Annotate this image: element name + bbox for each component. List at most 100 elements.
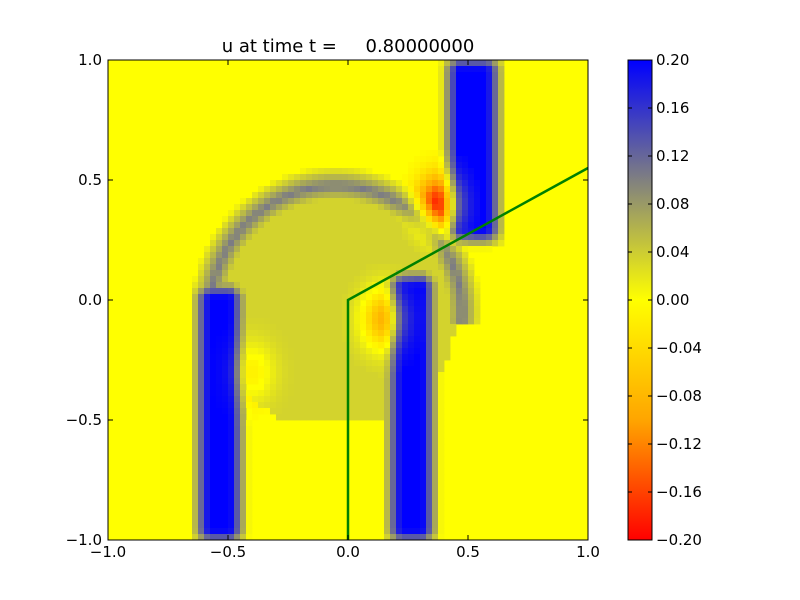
heatmap-cell bbox=[444, 162, 451, 169]
heatmap-cell bbox=[414, 186, 421, 193]
heatmap-cell bbox=[420, 486, 427, 493]
heatmap-cell bbox=[210, 234, 217, 241]
heatmap-cell bbox=[240, 384, 247, 391]
heatmap-cell bbox=[390, 240, 397, 247]
heatmap-cell bbox=[282, 276, 289, 283]
heatmap-cell bbox=[342, 378, 349, 385]
heatmap-cell bbox=[492, 90, 499, 97]
heatmap-cell bbox=[312, 354, 319, 361]
heatmap-cell bbox=[210, 444, 217, 451]
heatmap-cell bbox=[222, 432, 229, 439]
heatmap-cell bbox=[486, 222, 493, 229]
heatmap-cell bbox=[420, 216, 427, 223]
heatmap-cell bbox=[390, 348, 397, 355]
heatmap-cell bbox=[234, 468, 241, 475]
heatmap-cell bbox=[402, 414, 409, 421]
heatmap-cell bbox=[210, 450, 217, 457]
heatmap-cell bbox=[420, 396, 427, 403]
heatmap-cell bbox=[240, 474, 247, 481]
heatmap-cell bbox=[348, 342, 355, 349]
heatmap-cell bbox=[342, 216, 349, 223]
heatmap-cell bbox=[432, 474, 439, 481]
heatmap-cell bbox=[210, 306, 217, 313]
heatmap-cell bbox=[288, 234, 295, 241]
heatmap-cell bbox=[372, 366, 379, 373]
heatmap-cell bbox=[264, 396, 271, 403]
heatmap-cell bbox=[192, 516, 199, 523]
heatmap-cell bbox=[396, 528, 403, 535]
heatmap-cell bbox=[330, 414, 337, 421]
heatmap-cell bbox=[420, 462, 427, 469]
heatmap-cell bbox=[420, 522, 427, 529]
heatmap-cell bbox=[438, 312, 445, 319]
heatmap-cell bbox=[480, 120, 487, 127]
heatmap-cell bbox=[228, 534, 235, 541]
heatmap-cell bbox=[216, 300, 223, 307]
heatmap-cell bbox=[222, 240, 229, 247]
heatmap-cell bbox=[264, 222, 271, 229]
heatmap-cell bbox=[318, 264, 325, 271]
heatmap-cell bbox=[384, 312, 391, 319]
heatmap-cell bbox=[492, 132, 499, 139]
heatmap-cell bbox=[414, 522, 421, 529]
heatmap-cell bbox=[456, 204, 463, 211]
heatmap-cell bbox=[408, 360, 415, 367]
heatmap-cell bbox=[426, 462, 433, 469]
heatmap-cell bbox=[426, 246, 433, 253]
heatmap-cell bbox=[402, 282, 409, 289]
heatmap-cell bbox=[246, 444, 253, 451]
heatmap-cell bbox=[204, 516, 211, 523]
heatmap-cell bbox=[396, 516, 403, 523]
heatmap-cell bbox=[492, 192, 499, 199]
heatmap-cell bbox=[438, 408, 445, 415]
heatmap-cell bbox=[246, 258, 253, 265]
heatmap-cell bbox=[342, 186, 349, 193]
heatmap-cell bbox=[276, 336, 283, 343]
heatmap-cell bbox=[426, 258, 433, 265]
heatmap-cell bbox=[192, 486, 199, 493]
heatmap-cell bbox=[396, 306, 403, 313]
heatmap-cell bbox=[414, 528, 421, 535]
heatmap-cell bbox=[282, 282, 289, 289]
heatmap-cell bbox=[276, 330, 283, 337]
heatmap-cell bbox=[420, 186, 427, 193]
heatmap-cell bbox=[336, 390, 343, 397]
heatmap-cell bbox=[444, 348, 451, 355]
heatmap-cell bbox=[312, 306, 319, 313]
heatmap-cell bbox=[330, 210, 337, 217]
heatmap-cell bbox=[288, 180, 295, 187]
heatmap-cell bbox=[486, 180, 493, 187]
heatmap-cell bbox=[474, 138, 481, 145]
heatmap-cell bbox=[474, 294, 481, 301]
heatmap-cell bbox=[228, 228, 235, 235]
heatmap-cell bbox=[414, 456, 421, 463]
heatmap-cell bbox=[216, 240, 223, 247]
heatmap-cell bbox=[288, 246, 295, 253]
heatmap-cell bbox=[468, 126, 475, 133]
heatmap-cell bbox=[300, 246, 307, 253]
heatmap-cell bbox=[318, 210, 325, 217]
heatmap-cell bbox=[444, 270, 451, 277]
heatmap-cell bbox=[390, 528, 397, 535]
heatmap-cell bbox=[438, 414, 445, 421]
heatmap-cell bbox=[228, 246, 235, 253]
heatmap-cell bbox=[240, 222, 247, 229]
heatmap-cell bbox=[468, 258, 475, 265]
heatmap-cell bbox=[426, 408, 433, 415]
heatmap-cell bbox=[408, 342, 415, 349]
heatmap-cell bbox=[354, 240, 361, 247]
heatmap-cell bbox=[300, 186, 307, 193]
heatmap-cell bbox=[234, 288, 241, 295]
heatmap-cell bbox=[210, 336, 217, 343]
heatmap-cell bbox=[438, 378, 445, 385]
heatmap-cell bbox=[450, 258, 457, 265]
heatmap-cell bbox=[426, 504, 433, 511]
heatmap-cell bbox=[378, 354, 385, 361]
heatmap-cell bbox=[288, 336, 295, 343]
heatmap-cell bbox=[486, 96, 493, 103]
heatmap-cell bbox=[216, 228, 223, 235]
heatmap-cell bbox=[372, 222, 379, 229]
heatmap-cell bbox=[402, 300, 409, 307]
heatmap-cell bbox=[414, 534, 421, 541]
heatmap-cell bbox=[366, 288, 373, 295]
